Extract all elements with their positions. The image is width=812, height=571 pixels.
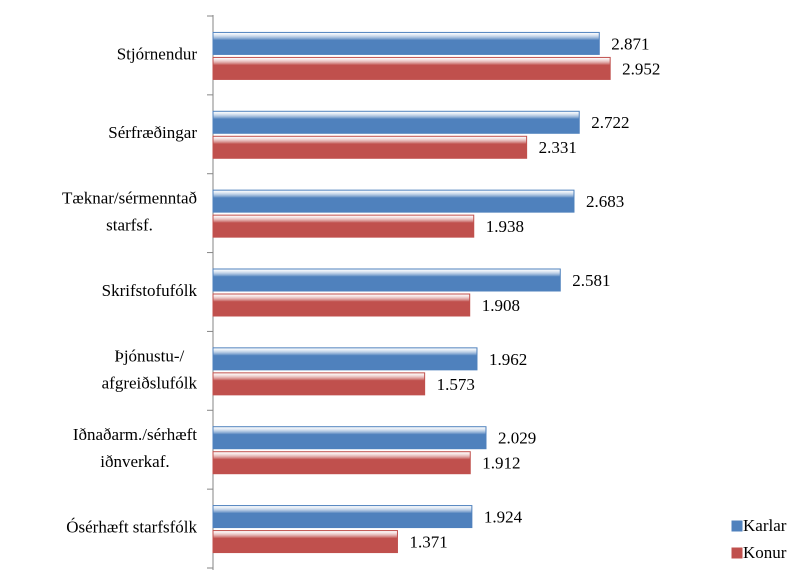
- category-label: Ósérhæft starfsfólk: [66, 517, 197, 536]
- data-label: 1.908: [482, 296, 520, 315]
- bar: [212, 56, 611, 80]
- data-label: 1.912: [482, 454, 520, 473]
- category-label: Stjórnendur: [117, 44, 198, 63]
- bar: [212, 189, 575, 213]
- bar: [212, 426, 487, 450]
- data-label: 2.722: [591, 113, 629, 132]
- category-label: Tæknar/sérmenntað: [62, 189, 197, 208]
- data-label: 2.952: [622, 59, 660, 78]
- category-label: iðnverkaf.: [100, 452, 169, 471]
- bar: [212, 214, 475, 238]
- data-label: 2.683: [586, 192, 624, 211]
- bar: [212, 372, 426, 396]
- category-label: Skrifstofufólk: [102, 281, 198, 300]
- data-label: 1.573: [437, 375, 475, 394]
- bar: [212, 505, 473, 529]
- data-label: 1.371: [409, 532, 447, 551]
- data-label: 1.924: [484, 507, 523, 526]
- bar: [212, 530, 398, 554]
- legend-label: Konur: [743, 543, 787, 562]
- data-label: 1.938: [486, 217, 524, 236]
- legend-swatch: [731, 547, 743, 559]
- legend-label: Karlar: [743, 516, 787, 535]
- data-label: 2.581: [572, 271, 610, 290]
- bar: [212, 268, 561, 292]
- data-label: 2.029: [498, 429, 536, 448]
- category-label: Iðnaðarm./sérhæft: [73, 425, 197, 444]
- data-label: 1.962: [489, 350, 527, 369]
- data-label: 2.331: [539, 138, 577, 157]
- legend-swatch: [731, 520, 743, 532]
- category-label: Þjónustu-/: [114, 346, 184, 365]
- bar: [212, 31, 600, 55]
- data-label: 2.871: [611, 34, 649, 53]
- category-label: afgreiðslufólk: [102, 373, 198, 392]
- bar: [212, 110, 580, 134]
- bar: [212, 293, 471, 317]
- category-label: starfsf.: [106, 216, 153, 235]
- category-label: Sérfræðingar: [108, 123, 197, 142]
- bar: [212, 451, 471, 475]
- bar: [212, 347, 478, 371]
- bar: [212, 135, 528, 159]
